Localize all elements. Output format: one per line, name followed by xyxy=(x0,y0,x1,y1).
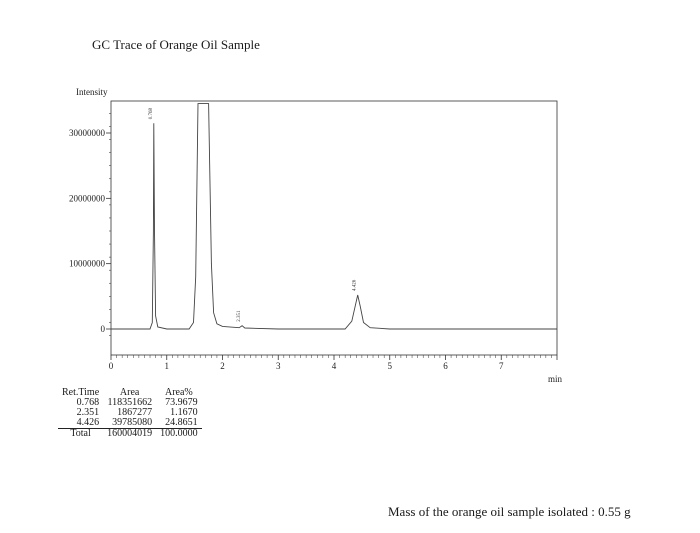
cell-total-label: Total xyxy=(58,428,104,439)
x-tick-label: 0 xyxy=(109,361,114,371)
x-tick-label: 1 xyxy=(165,361,170,371)
table-row: 0.768 118351662 73.9679 xyxy=(58,398,202,408)
x-tick-label: 3 xyxy=(276,361,281,371)
peak-table: Ret.Time Area Area% 0.768 118351662 73.9… xyxy=(58,388,202,439)
cell-ret-time: 2.351 xyxy=(76,407,100,418)
x-axis-label: min xyxy=(548,374,563,384)
y-tick-label: 20000000 xyxy=(69,193,106,203)
cell-area: 118351662 xyxy=(107,397,153,408)
cell-ret-time: 4.426 xyxy=(76,417,100,428)
cell-area: 1867277 xyxy=(117,407,153,418)
x-tick-label: 6 xyxy=(443,361,448,371)
y-tick-label: 10000000 xyxy=(69,259,106,269)
plot-frame xyxy=(110,100,558,356)
cell-area-percent: 24.8651 xyxy=(165,417,198,428)
x-tick-label: 4 xyxy=(332,361,337,371)
peak-label: 4.426 xyxy=(353,279,358,291)
chart-title: GC Trace of Orange Oil Sample xyxy=(92,37,260,52)
table-total-row: Total 160004019 100.0000 xyxy=(58,428,202,439)
header-area-percent: Area% xyxy=(165,387,193,398)
y-axis-label: Intensity xyxy=(76,87,108,97)
y-tick-label: 0 xyxy=(101,324,106,334)
x-tick-label: 5 xyxy=(388,361,393,371)
x-tick-label: 2 xyxy=(220,361,225,371)
cell-total-area: 160004019 xyxy=(103,428,157,439)
cell-total-area-percent: 100.0000 xyxy=(156,428,202,439)
y-tick-label: 30000000 xyxy=(69,128,106,138)
header-area: Area xyxy=(119,387,140,398)
peak-label: 2.351 xyxy=(237,310,242,322)
table-row: 4.426 39785080 24.8651 xyxy=(58,418,202,429)
x-tick-label: 7 xyxy=(499,361,504,371)
cell-ret-time: 0.768 xyxy=(76,397,100,408)
header-ret-time: Ret.Time xyxy=(62,387,100,398)
cell-area: 39785080 xyxy=(112,417,153,428)
peak-label: 0.768 xyxy=(149,107,154,119)
cell-area-percent: 73.9679 xyxy=(165,397,198,408)
table-row: 2.351 1867277 1.1670 xyxy=(58,408,202,418)
cell-area-percent: 1.1670 xyxy=(170,407,198,418)
sample-mass-note: Mass of the orange oil sample isolated :… xyxy=(388,504,631,519)
gc-chart: Intensity 0 10000000 20000000 30000000 0 1 2 3 4 5… xyxy=(69,87,563,384)
table-header-row: Ret.Time Area Area% xyxy=(58,388,202,398)
chromatogram-trace xyxy=(111,103,557,330)
